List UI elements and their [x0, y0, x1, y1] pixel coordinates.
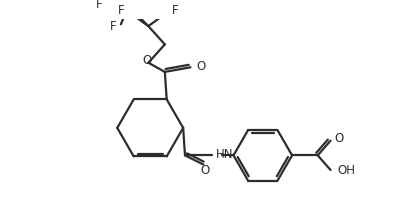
Text: O: O: [143, 54, 152, 67]
Text: O: O: [334, 132, 344, 145]
Text: O: O: [200, 164, 210, 177]
Text: O: O: [196, 60, 205, 73]
Text: HN: HN: [216, 148, 234, 161]
Text: F: F: [110, 20, 116, 33]
Text: OH: OH: [337, 164, 355, 177]
Text: F: F: [118, 4, 125, 17]
Text: F: F: [172, 4, 179, 17]
Text: F: F: [96, 0, 102, 11]
